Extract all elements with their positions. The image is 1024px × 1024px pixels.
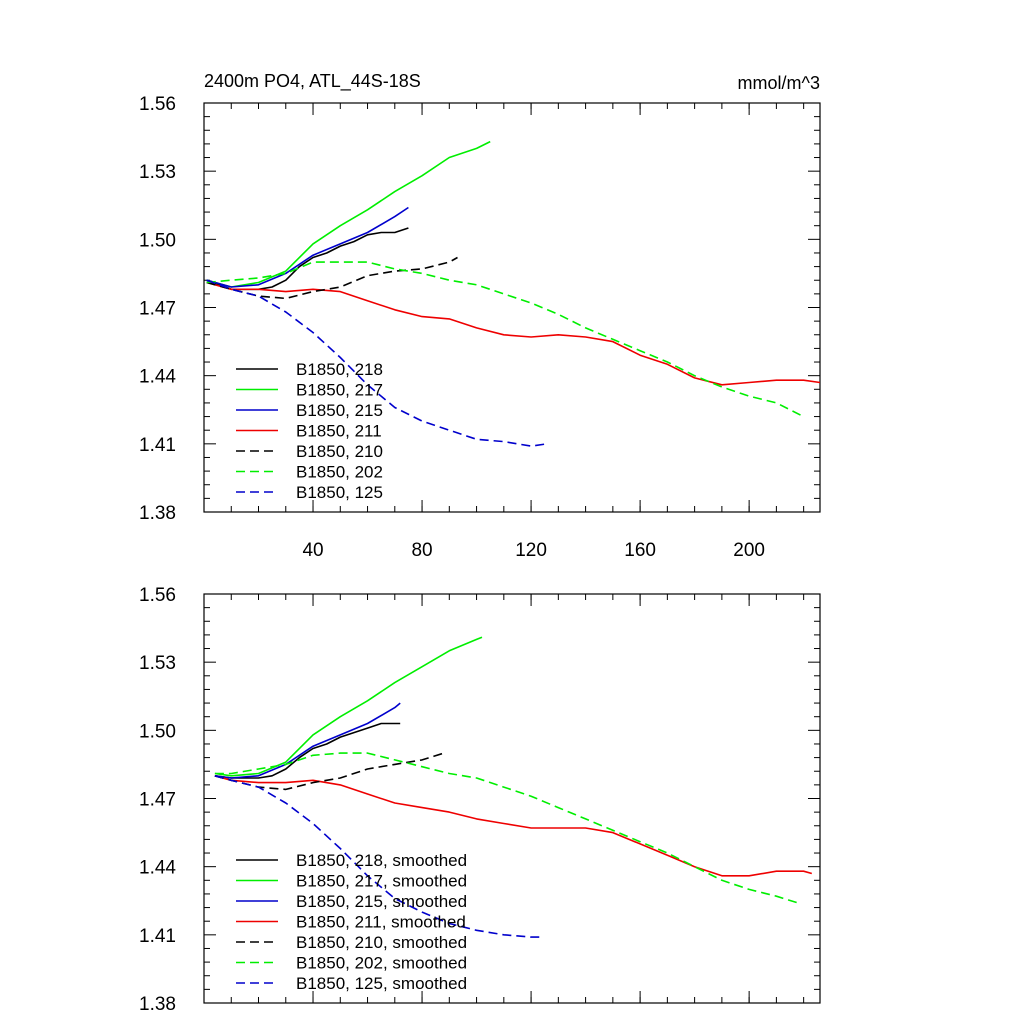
series-line-7	[214, 775, 540, 938]
legend-label: B1850, 202, smoothed	[296, 954, 467, 973]
legend-label: B1850, 125, smoothed	[296, 974, 467, 993]
y-tick-label: 1.38	[139, 503, 176, 524]
series-line-1	[214, 722, 401, 779]
legend-label: B1850, 202	[296, 463, 383, 482]
y-tick-label: 1.41	[139, 926, 176, 947]
y-tick-label: 1.47	[139, 299, 176, 320]
series-line-6	[214, 752, 799, 904]
y-tick-label: 1.53	[139, 162, 176, 183]
x-tick-label: 80	[411, 540, 432, 561]
chart-panel-2: 1.38 1.41 1.44 1.47 1.50 1.53 1.56 B1850, 218, …	[139, 585, 821, 1015]
y-tick-label: 1.41	[139, 435, 176, 456]
legend-label: B1850, 211	[296, 422, 382, 441]
series-line-7	[206, 279, 548, 447]
series-group	[206, 140, 820, 447]
series-line-4	[214, 775, 813, 877]
units-label: mmol/m^3	[738, 73, 820, 93]
chart-title: 2400m PO4, ATL_44S-18S	[204, 71, 421, 92]
series-line-2	[214, 636, 483, 777]
legend-label: B1850, 210, smoothed	[296, 933, 467, 952]
series-line-2	[206, 140, 491, 288]
legend-label: B1850, 218, smoothed	[296, 851, 467, 870]
y-tick-label: 1.56	[139, 585, 176, 606]
legend-label: B1850, 217, smoothed	[296, 872, 467, 891]
series-line-3	[214, 702, 401, 779]
x-tick-label: 200	[733, 540, 765, 561]
y-tick-label: 1.44	[139, 367, 176, 388]
series-group	[214, 636, 813, 938]
y-tick-label: 1.44	[139, 858, 176, 879]
series-line-6	[206, 261, 804, 418]
y-tick-label: 1.38	[139, 994, 176, 1015]
y-tick-label: 1.56	[139, 94, 176, 115]
chart-panel-1: 40 80 120 160 200 1.38 1.41 1.44 1.47 1.50 1.53 1.5…	[139, 71, 821, 561]
x-tick-label: 160	[624, 540, 656, 561]
y-tick-label: 1.50	[139, 721, 176, 742]
y-tick-label: 1.50	[139, 230, 176, 251]
series-line-5	[206, 256, 458, 300]
legend: B1850, 218, smoothed B1850, 217, smoothed…	[236, 851, 467, 993]
series-line-3	[206, 206, 409, 288]
legend-label: B1850, 125	[296, 483, 383, 502]
x-tick-label: 120	[515, 540, 547, 561]
legend-label: B1850, 210	[296, 442, 383, 461]
series-line-4	[206, 281, 820, 386]
legend-label: B1850, 215, smoothed	[296, 892, 467, 911]
y-tick-label: 1.53	[139, 653, 176, 674]
y-tick-label: 1.47	[139, 790, 176, 811]
x-tick-label: 40	[302, 540, 323, 561]
legend-label: B1850, 211, smoothed	[296, 913, 466, 932]
legend-label: B1850, 215	[296, 401, 383, 420]
legend-label: B1850, 217	[296, 381, 383, 400]
legend-label: B1850, 218	[296, 360, 383, 379]
